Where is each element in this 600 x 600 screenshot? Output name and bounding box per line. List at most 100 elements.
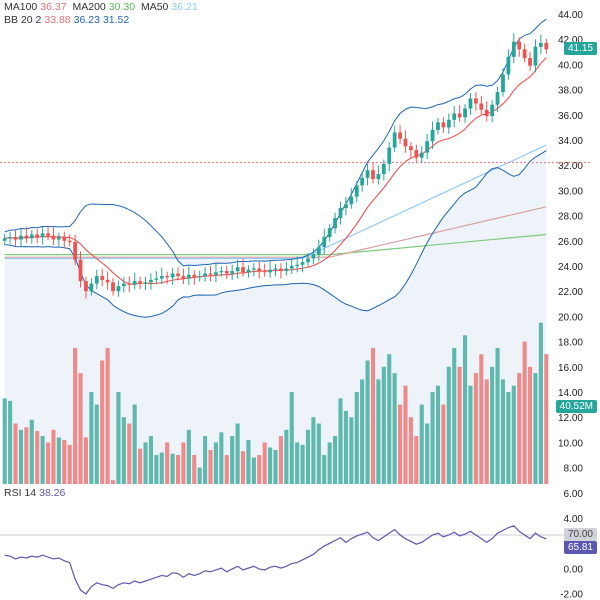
bb-mid-value: 33.88 [44,14,71,26]
candle-body [154,278,159,280]
volume-bar [29,419,34,484]
candle-body [149,279,153,283]
rsi-line [4,525,547,595]
candle-body [132,281,137,285]
volume-bar [170,453,175,484]
volume-bar [203,436,208,484]
axis-tick-label: 34.00 [558,136,583,147]
volume-bar [316,423,321,484]
candle-body [13,237,18,240]
volume-bar [430,392,435,484]
volume-bar [354,392,359,484]
candle-body [138,281,142,284]
volume-bar [441,404,446,484]
volume-bar [322,455,327,484]
axis-tick-label: 10.00 [558,438,583,449]
candle-body [506,56,511,75]
volume-bar [208,449,213,484]
candle-body [235,267,240,272]
volume-bar [289,392,294,484]
candle-body [273,268,278,270]
candle-body [538,42,543,47]
volume-bar [376,379,381,484]
axis-tick-label: 0.00 [564,564,584,575]
volume-bar [132,404,137,484]
volume-bar [414,436,419,484]
ma100-value: 36.37 [40,1,67,13]
volume-bar [51,429,56,484]
volume-bar [13,423,18,484]
candle-body [409,146,413,151]
volume-bar [257,455,262,484]
candle-body [73,242,78,260]
bb-lower-value: 31.52 [102,14,130,26]
bollinger-upper-line [4,18,547,267]
candle-body [143,282,148,284]
candle-body [40,233,45,238]
candle-body [289,266,294,269]
candle-body [51,235,56,240]
volume-bar [479,354,484,484]
ma50-line [4,144,547,260]
volume-bar [94,404,99,484]
volume-bar [105,347,110,484]
axis-tick-label: 44.00 [558,10,583,21]
volume-bar [154,455,159,484]
axis-tick-label: 24.00 [558,262,583,273]
axis-tick-label: 8.00 [564,464,584,475]
axis-tick-label: 42.00 [558,35,583,46]
candle-body [230,271,235,274]
candle-body [94,276,99,284]
volume-bar [251,457,256,484]
rsi-value-badge: 65.81 [563,541,597,554]
candle-body [84,281,88,292]
ma50-value: 36.21 [171,1,198,13]
volume-bar [544,354,549,484]
volume-bar [408,417,413,484]
candle-body [8,237,13,239]
candle-body [484,109,489,117]
volume-bar [148,436,153,484]
candle-body [311,254,316,259]
axis-tick-label: 6.00 [564,489,584,500]
candle-body [441,122,446,128]
candle-body [197,276,202,278]
volume-bar [143,442,148,484]
volume-bar [419,404,424,484]
candle-body [219,271,224,273]
axis-tick-label: 38.00 [558,86,583,97]
volume-bar [235,423,240,484]
candle-body [46,233,50,236]
candle-body [333,218,337,229]
candle-body [457,113,462,118]
axis-tick-label: 30.00 [558,186,583,197]
candle-body [170,273,175,278]
bollinger-lower-line [4,150,547,318]
axis-tick-label: 40.00 [558,60,583,71]
axis-tick-label: 28.00 [558,212,583,223]
candle-body [533,46,538,66]
candle-body [479,103,484,110]
candle-body [159,276,164,279]
volume-bar [365,360,370,484]
volume-bar [284,429,289,484]
volume-bar [83,437,89,484]
volume-bar [73,347,78,484]
volume-bar [517,373,522,484]
volume-bar [192,455,197,484]
ma100-label: MA100 [4,1,38,13]
candle-body [338,208,343,219]
volume-bar [533,373,538,484]
candle-body [501,74,505,93]
axis-tick-label: -2.00 [560,590,583,600]
volume-bar [230,436,235,484]
candle-body [208,273,213,275]
volume-bar [506,392,511,484]
volume-bar [490,366,495,484]
volume-bar [305,429,311,484]
candle-body [78,259,83,282]
candle-body [203,273,207,277]
rsi-legend-value: 38.26 [39,487,66,499]
volume-bar [500,379,506,484]
